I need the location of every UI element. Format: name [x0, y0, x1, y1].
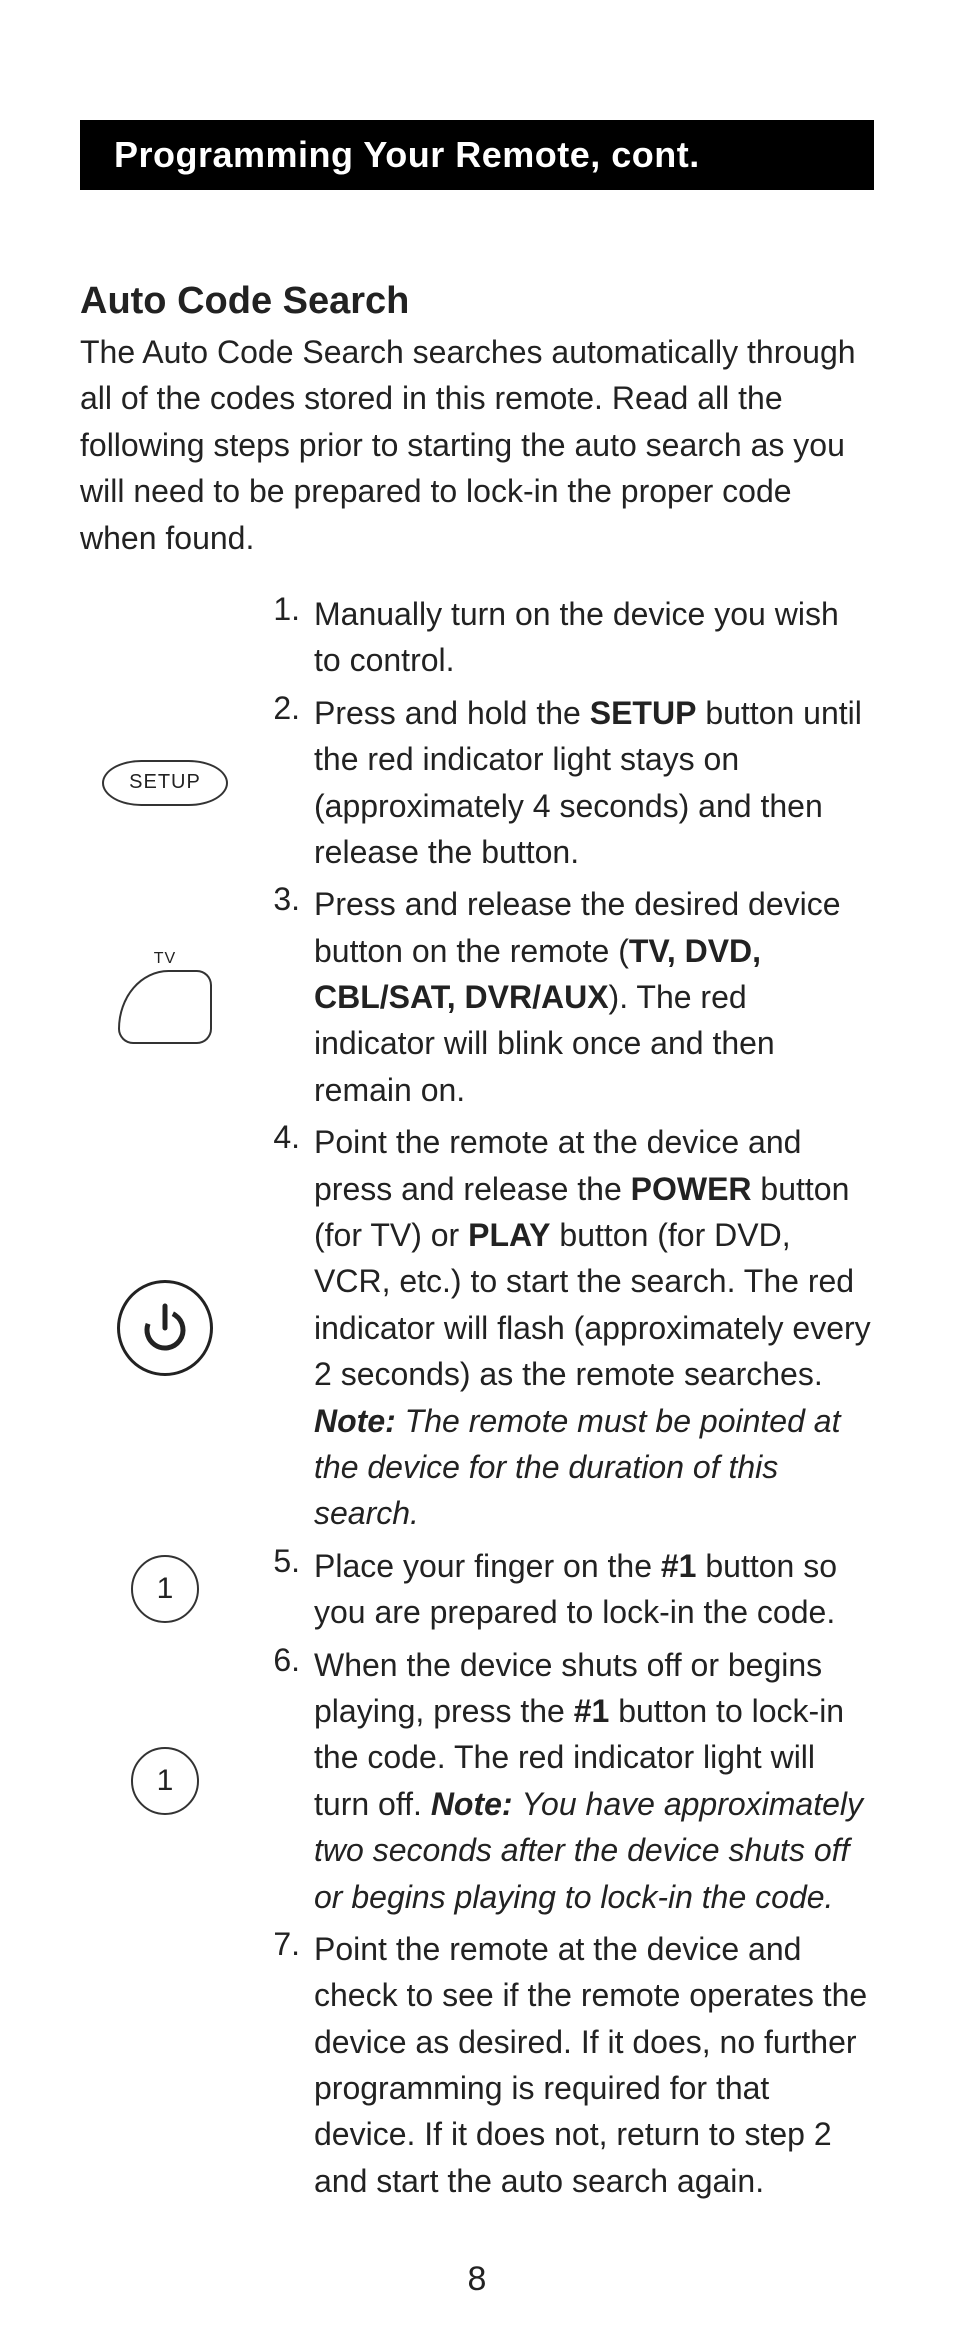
step-number: 5.: [250, 1543, 314, 1580]
step-text: Point the remote at the device and press…: [314, 1119, 874, 1537]
step-icon-cell: SETUP: [80, 760, 250, 806]
step-text: Press and hold the SETUP button until th…: [314, 690, 874, 876]
tv-shape-icon: [118, 970, 212, 1044]
step-icon-cell: [80, 1280, 250, 1376]
step-number: 6.: [250, 1642, 314, 1679]
number-1-button-icon: 1: [131, 1555, 199, 1623]
step-row: 1 6. When the device shuts off or begins…: [80, 1642, 874, 1920]
step-number: 3.: [250, 881, 314, 918]
tv-button-icon: TV: [118, 950, 212, 1044]
power-button-icon: [117, 1280, 213, 1376]
section-header-bar: Programming Your Remote, cont.: [80, 120, 874, 190]
step-text: Manually turn on the device you wish to …: [314, 591, 874, 684]
step-row: 4. Point the remote at the device and pr…: [80, 1119, 874, 1537]
setup-button-icon: SETUP: [102, 760, 228, 806]
step-text: Press and release the desired device but…: [314, 881, 874, 1113]
step-text: Point the remote at the device and check…: [314, 1926, 874, 2204]
step-row: 7. Point the remote at the device and ch…: [80, 1926, 874, 2204]
step-number: 1.: [250, 591, 314, 628]
page: Programming Your Remote, cont. Auto Code…: [0, 0, 954, 2339]
step-row: SETUP 2. Press and hold the SETUP button…: [80, 690, 874, 876]
step-text: Place your finger on the #1 button so yo…: [314, 1543, 874, 1636]
step-number: 4.: [250, 1119, 314, 1156]
step-icon-cell: 1: [80, 1555, 250, 1623]
section-heading: Auto Code Search: [80, 280, 874, 323]
step-number: 7.: [250, 1926, 314, 1963]
step-row: 1. Manually turn on the device you wish …: [80, 591, 874, 684]
step-row: 1 5. Place your finger on the #1 button …: [80, 1543, 874, 1636]
step-row: TV 3. Press and release the desired devi…: [80, 881, 874, 1113]
tv-label: TV: [154, 950, 176, 968]
number-1-button-icon: 1: [131, 1747, 199, 1815]
step-text: When the device shuts off or begins play…: [314, 1642, 874, 1920]
power-symbol-icon: [137, 1300, 193, 1356]
page-number: 8: [80, 2260, 874, 2299]
steps-list: 1. Manually turn on the device you wish …: [80, 591, 874, 2210]
step-icon-cell: TV: [80, 950, 250, 1044]
section-intro: The Auto Code Search searches automatica…: [80, 329, 874, 561]
step-icon-cell: 1: [80, 1747, 250, 1815]
step-number: 2.: [250, 690, 314, 727]
